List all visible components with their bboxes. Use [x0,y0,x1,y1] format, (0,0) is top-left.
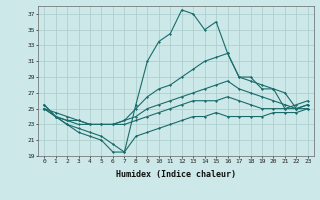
X-axis label: Humidex (Indice chaleur): Humidex (Indice chaleur) [116,170,236,179]
